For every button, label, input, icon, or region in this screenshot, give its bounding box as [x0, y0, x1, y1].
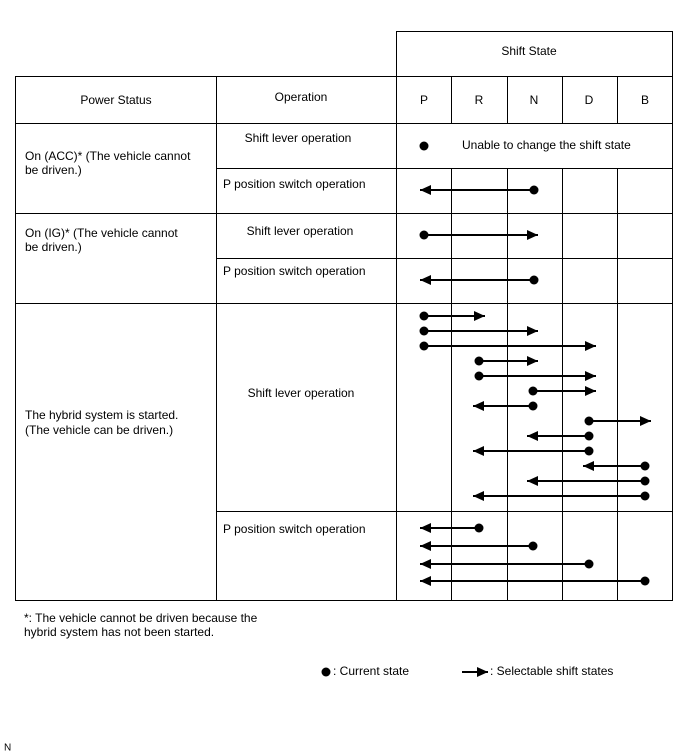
- power-status: On (IG)* (The vehicle cannot: [25, 226, 178, 240]
- legend-dot: [321, 667, 331, 677]
- footnote: *: The vehicle cannot be driven because …: [24, 611, 258, 625]
- state-label: B: [641, 93, 649, 107]
- figure-code: N: [4, 743, 11, 754]
- grid-lines: [15, 76, 673, 601]
- operation: P position switch operation: [223, 522, 366, 536]
- power-status: The hybrid system is started.: [25, 408, 178, 422]
- state-label: R: [475, 93, 484, 107]
- legend-current: : Current state: [333, 664, 409, 678]
- power-status: be driven.): [25, 163, 82, 177]
- table-border: [15, 76, 673, 601]
- legend-selectable: : Selectable shift states: [490, 664, 613, 678]
- note: Unable to change the shift state: [462, 138, 631, 152]
- current-dot: [419, 141, 429, 151]
- operation: Shift lever operation: [247, 224, 354, 238]
- operation: Shift lever operation: [245, 131, 352, 145]
- power-status: be driven.): [25, 240, 82, 254]
- footnote: hybrid system has not been started.: [24, 625, 214, 639]
- header-operation: Operation: [275, 90, 328, 104]
- operation: P position switch operation: [223, 264, 366, 278]
- power-status: (The vehicle can be driven.): [25, 423, 173, 437]
- shift-arrows: [419, 185, 651, 586]
- state-label: N: [530, 93, 539, 107]
- state-label: D: [585, 93, 594, 107]
- operation: P position switch operation: [223, 177, 366, 191]
- power-status: On (ACC)* (The vehicle cannot: [25, 149, 191, 163]
- table-grid: [15, 31, 673, 601]
- header-shift-state: Shift State: [501, 44, 557, 58]
- operation: Shift lever operation: [248, 386, 355, 400]
- state-label: P: [420, 93, 428, 107]
- header-power-status: Power Status: [80, 93, 151, 107]
